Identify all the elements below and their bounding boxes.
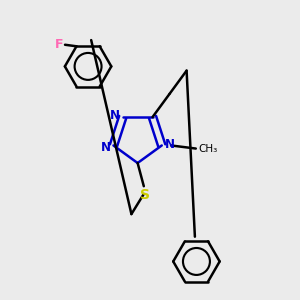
Text: N: N: [110, 109, 120, 122]
Text: S: S: [140, 188, 150, 202]
Text: F: F: [55, 38, 64, 51]
Text: N: N: [164, 138, 175, 151]
Text: N: N: [101, 140, 111, 154]
Text: CH₃: CH₃: [198, 144, 218, 154]
